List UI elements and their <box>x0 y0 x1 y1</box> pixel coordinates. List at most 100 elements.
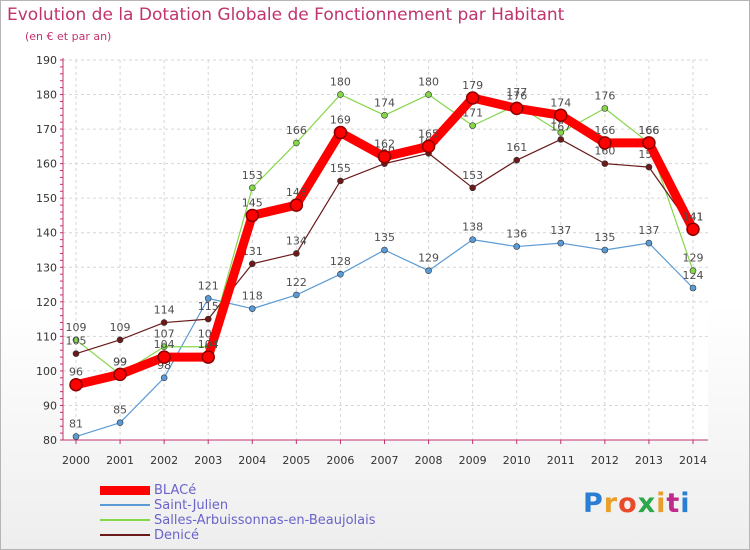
data-label: 134 <box>286 234 307 247</box>
x-tick-label: 2008 <box>415 454 443 467</box>
data-point <box>469 122 476 129</box>
chart-title: Evolution de la Dotation Globale de Fonc… <box>7 5 565 25</box>
data-point <box>293 250 300 257</box>
data-label: 166 <box>286 124 307 137</box>
legend-swatch <box>100 519 150 521</box>
legend-item: Denicé <box>100 528 375 543</box>
legend-item: Salles-Arbuissonnas-en-Beaujolais <box>100 512 376 528</box>
x-tick-label: 2004 <box>238 454 266 467</box>
proxiti-logo: Proxiti <box>583 488 691 519</box>
y-tick-label: 100 <box>36 365 57 378</box>
data-label: 136 <box>506 228 527 241</box>
data-label: 174 <box>550 96 571 109</box>
x-tick-label: 2011 <box>547 454 575 467</box>
data-point <box>381 111 388 119</box>
data-point <box>160 343 168 351</box>
x-tick-label: 2013 <box>635 454 663 467</box>
data-label: 166 <box>638 124 659 137</box>
legend-label: Saint-Julien <box>154 497 229 513</box>
data-label: 129 <box>683 252 704 265</box>
data-label: 177 <box>506 86 527 99</box>
data-label: 85 <box>113 404 127 417</box>
data-label: 180 <box>418 76 439 89</box>
data-point <box>157 350 171 364</box>
data-point <box>204 315 212 323</box>
y-tick-label: 140 <box>36 227 57 240</box>
data-point <box>469 184 476 192</box>
data-point <box>645 239 653 247</box>
data-point <box>469 236 476 243</box>
data-point <box>72 350 80 357</box>
data-label: 109 <box>110 321 131 334</box>
data-point <box>557 239 565 247</box>
data-point <box>337 270 344 278</box>
data-label: 118 <box>242 290 263 303</box>
legend-label: BLACé <box>154 482 197 498</box>
data-label: 137 <box>638 224 659 237</box>
x-tick-label: 2005 <box>282 454 310 467</box>
legend-item: Saint-Julien <box>100 497 375 513</box>
legend-swatch <box>100 485 150 495</box>
data-label: 153 <box>462 169 483 182</box>
data-label: 104 <box>154 338 175 351</box>
data-label: 155 <box>330 162 351 175</box>
x-tick-label: 2001 <box>106 454 134 467</box>
data-point <box>248 305 256 313</box>
data-point <box>337 177 344 185</box>
data-label: 99 <box>113 355 127 368</box>
y-tick-label: 110 <box>36 330 57 343</box>
data-point <box>601 160 609 167</box>
data-point <box>204 295 212 302</box>
legend-swatch <box>100 534 150 536</box>
data-label: 162 <box>374 138 395 151</box>
data-point <box>425 267 432 275</box>
data-label: 124 <box>683 269 704 282</box>
y-tick-label: 180 <box>36 89 57 102</box>
data-label: 145 <box>242 196 263 209</box>
data-point <box>248 184 256 192</box>
data-label: 180 <box>330 76 351 89</box>
data-label: 121 <box>198 279 219 292</box>
data-point <box>248 260 256 268</box>
data-label: 104 <box>198 338 219 351</box>
data-label: 176 <box>594 89 615 102</box>
y-tick-label: 170 <box>36 123 57 136</box>
legend-item: BLACé <box>100 482 375 498</box>
y-tick-label: 130 <box>36 261 57 274</box>
x-tick-label: 2007 <box>371 454 399 467</box>
data-point <box>465 91 480 105</box>
x-tick-label: 2012 <box>591 454 619 467</box>
x-tick-label: 2000 <box>62 454 90 467</box>
data-label: 135 <box>374 231 395 244</box>
y-tick-label: 160 <box>36 158 57 171</box>
chart-subtitle: (en € et par an) <box>25 30 112 43</box>
data-point <box>509 101 524 116</box>
data-label: 81 <box>69 418 83 431</box>
data-point <box>293 291 300 299</box>
data-point <box>72 433 80 440</box>
data-point <box>642 136 656 150</box>
data-label: 179 <box>462 79 483 92</box>
chart-legend: BLACé Saint-Julien Salles-Arbuissonnas-en-… <box>100 483 375 543</box>
x-tick-label: 2014 <box>679 454 707 467</box>
data-point <box>381 246 388 254</box>
data-point <box>686 222 700 237</box>
data-point <box>333 125 348 140</box>
data-point <box>554 108 568 123</box>
data-label: 135 <box>594 231 615 244</box>
x-tick-label: 2006 <box>326 454 354 467</box>
data-point <box>689 284 697 292</box>
data-point <box>557 129 565 136</box>
data-label: 137 <box>550 224 571 237</box>
data-label: 141 <box>683 210 704 223</box>
data-label: 122 <box>286 276 307 289</box>
data-label: 176 <box>506 89 527 102</box>
data-point <box>598 136 612 150</box>
y-tick-label: 190 <box>36 54 57 67</box>
data-point <box>116 336 124 344</box>
legend-label: Salles-Arbuissonnas-en-Beaujolais <box>154 512 376 528</box>
data-label: 153 <box>242 169 263 182</box>
data-point <box>601 105 609 112</box>
data-label: 109 <box>66 321 87 334</box>
